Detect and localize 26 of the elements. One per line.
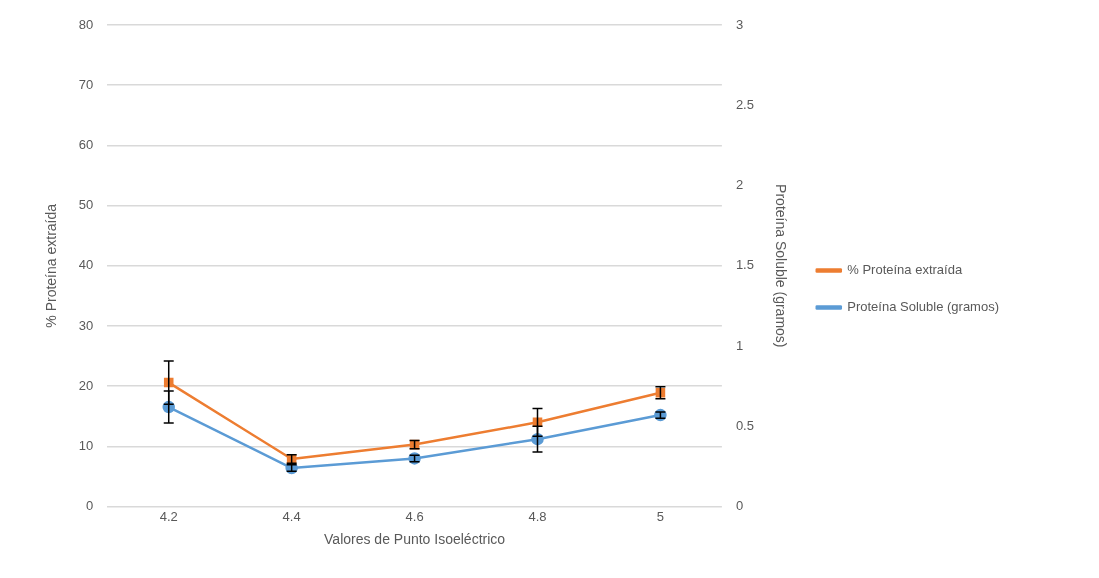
y-tick-label: 30 bbox=[78, 317, 94, 333]
y2-tick-label: 1.5 bbox=[735, 257, 754, 273]
x-tick-label: 4.8 bbox=[528, 508, 547, 524]
y-axis-title: % Proteína extraída bbox=[43, 203, 60, 328]
y2-tick-label: 2.5 bbox=[735, 96, 754, 112]
y-tick-label: 40 bbox=[78, 257, 94, 273]
y-tick-label: 0 bbox=[86, 498, 94, 514]
y2-tick-label: 2 bbox=[735, 177, 744, 193]
y-tick-label: 60 bbox=[78, 136, 94, 152]
y-tick-label: 10 bbox=[78, 437, 94, 453]
legend-label: % Proteína extraída bbox=[847, 262, 963, 278]
x-tick-label: 4.6 bbox=[405, 508, 424, 524]
y-tick-label: 20 bbox=[78, 377, 94, 393]
y-tick-label: 50 bbox=[78, 197, 94, 213]
x-axis-title: Valores de Punto Isoeléctrico bbox=[324, 531, 506, 548]
x-tick-label: 4.4 bbox=[282, 508, 301, 524]
x-tick-label: 5 bbox=[656, 508, 665, 524]
y2-axis-title: Proteína Soluble (gramos) bbox=[773, 184, 790, 348]
y2-tick-label: 3 bbox=[735, 16, 744, 32]
y2-tick-label: 0 bbox=[735, 498, 744, 514]
y-tick-label: 70 bbox=[78, 76, 94, 92]
y2-tick-label: 1 bbox=[735, 337, 744, 353]
y2-tick-label: 0.5 bbox=[735, 417, 754, 433]
y-tick-label: 80 bbox=[78, 16, 94, 32]
x-tick-label: 4.2 bbox=[159, 508, 178, 524]
legend-label: Proteína Soluble (gramos) bbox=[847, 299, 1000, 315]
